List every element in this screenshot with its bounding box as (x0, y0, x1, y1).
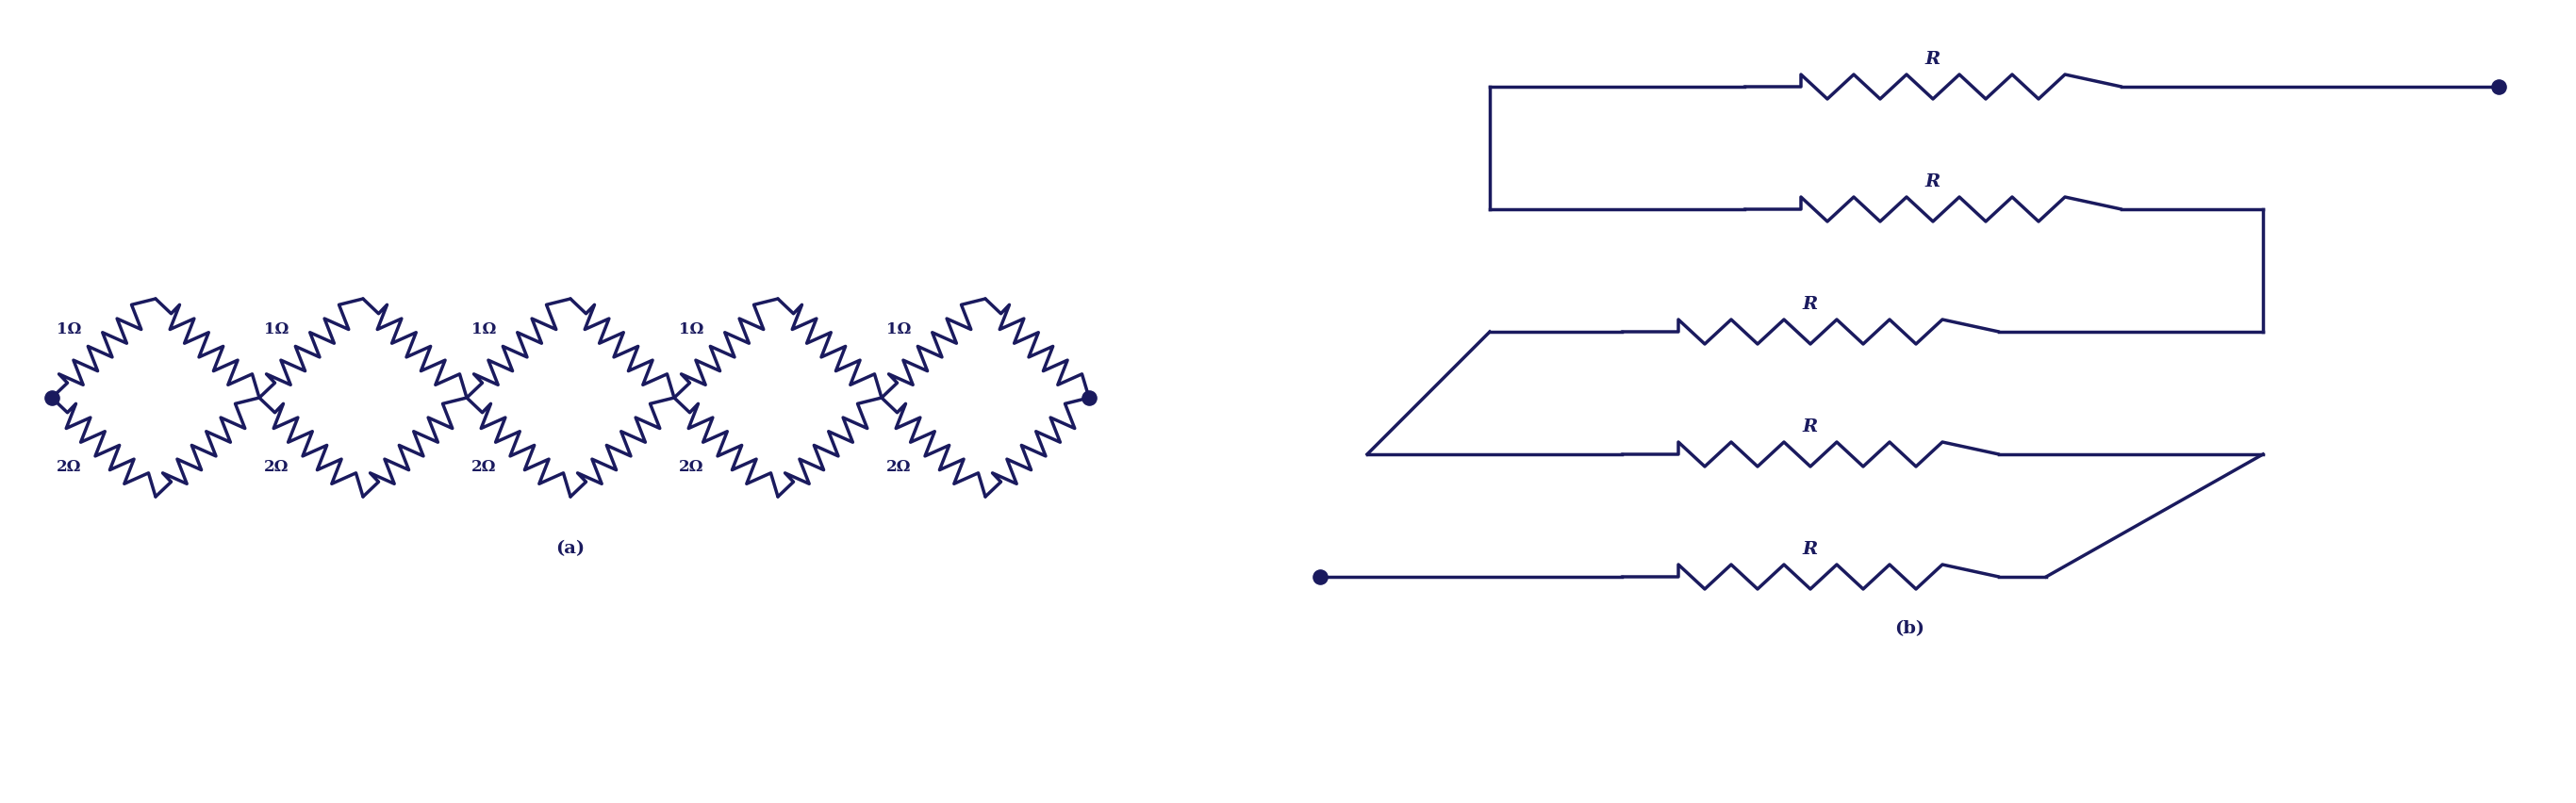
Point (1069, 391, 1110, 404)
Point (2478, 80, 2519, 93)
Text: R: R (1803, 296, 1819, 313)
Text: 1Ω: 1Ω (471, 321, 497, 337)
Point (31, 391, 72, 404)
Text: R: R (1924, 51, 1940, 68)
Text: 2Ω: 2Ω (680, 459, 703, 475)
Text: (b): (b) (1893, 620, 1924, 637)
Text: R: R (1803, 541, 1819, 558)
Text: 1Ω: 1Ω (680, 321, 703, 337)
Text: 1Ω: 1Ω (886, 321, 912, 337)
Text: 2Ω: 2Ω (886, 459, 912, 475)
Point (1298, 570, 1340, 583)
Text: R: R (1803, 418, 1819, 435)
Text: (a): (a) (556, 540, 585, 557)
Text: 2Ω: 2Ω (471, 459, 497, 475)
Text: 2Ω: 2Ω (57, 459, 82, 475)
Text: 1Ω: 1Ω (57, 321, 82, 337)
Text: 1Ω: 1Ω (263, 321, 289, 337)
Text: R: R (1924, 173, 1940, 190)
Text: 2Ω: 2Ω (263, 459, 289, 475)
